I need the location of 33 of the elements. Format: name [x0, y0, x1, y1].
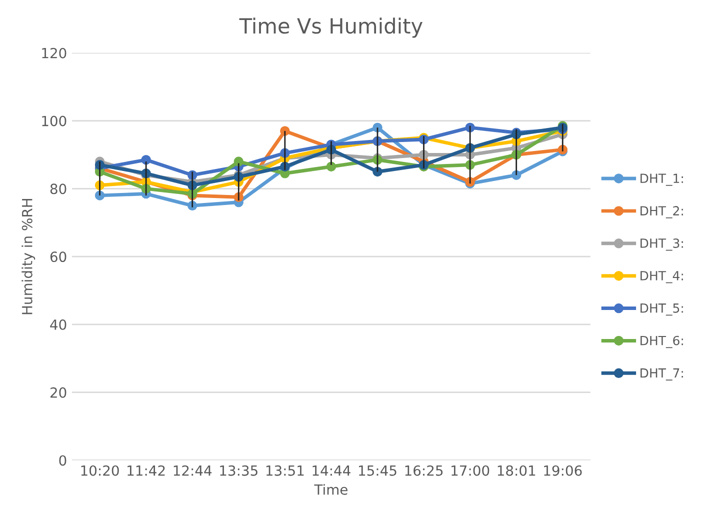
x-tick-label: 11:42 [128, 465, 165, 476]
point [372, 166, 382, 177]
x-tick-label: 15:45 [359, 466, 396, 476]
y-axis-title: Humidity in %RH [22, 199, 36, 314]
point [141, 154, 151, 165]
legend-label: DHT_7: [640, 368, 683, 380]
legend-label: DHT_5: [640, 304, 683, 316]
x-tick-label: 14:44 [312, 466, 350, 476]
x-tick-label: 17:00 [452, 465, 490, 476]
point [234, 156, 244, 166]
chart-title: Time Vs Humidity [239, 18, 422, 38]
y-tick-label: 0 [59, 455, 66, 466]
x-axis-title: Time [314, 484, 348, 495]
x-tick-label: 10:20 [81, 465, 119, 476]
point [372, 122, 382, 132]
x-tick-label: 19:06 [544, 465, 582, 476]
legend-label: DHT_4: [640, 271, 683, 284]
y-tick-label: 100 [42, 116, 66, 126]
x-tick-label: 12:44 [174, 465, 212, 476]
x-tick-label: 13:35 [220, 465, 258, 476]
x-tick-label: 18:01 [498, 465, 536, 476]
x-tick-label: 13:51 [266, 465, 304, 476]
legend-label: DHT_6: [640, 336, 683, 348]
y-tick-label: 120 [42, 48, 66, 58]
legend-label: DHT_1: [640, 174, 683, 186]
legend-label: DHT_2: [640, 206, 683, 218]
y-tick-label: 80 [50, 184, 66, 194]
legend-label: DHT_3: [640, 238, 683, 251]
y-tick-label: 40 [50, 319, 66, 330]
y-tick-label: 60 [50, 252, 66, 262]
y-tick-label: 20 [50, 387, 66, 398]
point [326, 162, 336, 172]
x-tick-label: 16:25 [405, 465, 443, 476]
